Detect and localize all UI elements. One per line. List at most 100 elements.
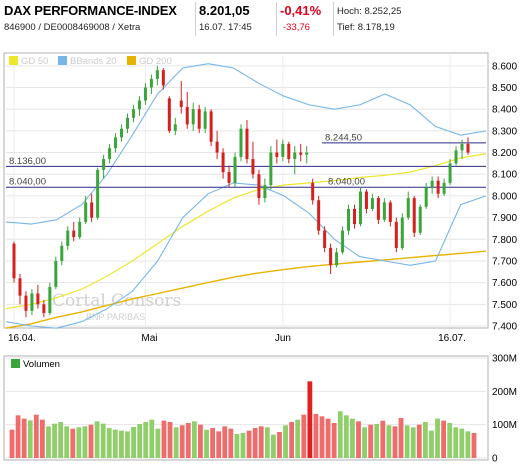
y-tick-label: 7.900 [492, 213, 517, 224]
volume-bar [100, 423, 106, 458]
candle-body [30, 293, 34, 311]
candle-body [323, 230, 327, 248]
candle-body [275, 152, 279, 157]
y-tick-label: 7.600 [492, 278, 517, 289]
price-plot-frame [3, 52, 489, 329]
volume-bar [465, 431, 471, 458]
candle-body [42, 304, 46, 313]
candle-body [281, 143, 285, 157]
volume-bar [155, 428, 161, 458]
volume-bar [88, 424, 94, 458]
candle-body [48, 286, 52, 313]
volume-y-axis: 0 100M 200M 300M [492, 354, 517, 464]
candle-body [335, 252, 339, 266]
volume-bar [52, 423, 57, 458]
volume-bar [343, 415, 349, 458]
volume-bar [362, 427, 367, 458]
legend-swatch-bbands [58, 56, 67, 65]
volume-bar [198, 424, 203, 458]
candle-body [311, 182, 315, 201]
change-absolute: -33,76 [283, 22, 310, 33]
candle-body [137, 100, 141, 110]
volume-bar [94, 421, 100, 458]
candle-body [161, 70, 165, 86]
volume-bar [222, 426, 228, 458]
candle-body [245, 128, 249, 160]
y-tick-label: 7.800 [492, 235, 517, 246]
volume-bar [240, 433, 246, 458]
candle-body [72, 230, 76, 238]
candle-body [227, 172, 231, 183]
candle-body [131, 109, 135, 118]
legend-bbands: BBands 20 [70, 56, 116, 67]
volume-bar [258, 426, 264, 458]
volume-bar [270, 434, 276, 458]
volume-bar [447, 423, 453, 458]
price-y-axis: 7.400 7.500 7.600 7.700 7.800 7.900 8.000 8.100… [492, 61, 517, 332]
legend-swatch-gd50 [9, 56, 18, 65]
volume-bar [319, 416, 325, 458]
volume-bar [441, 420, 447, 458]
date-x-axis: 16.04. Mai Jun 16.07. [8, 333, 466, 344]
candle-body [90, 202, 94, 218]
volume-bar [246, 430, 252, 458]
candle-body [353, 208, 356, 225]
candle-body [358, 191, 362, 225]
y-tick-label: 8.500 [492, 83, 517, 94]
candle-body [418, 206, 422, 233]
candle-body [400, 217, 404, 248]
candle-body [263, 185, 267, 199]
day-high: Hoch: 8.252,25 [337, 6, 402, 17]
volume-bar [350, 418, 355, 458]
volume-bar [137, 424, 143, 458]
candle-body [251, 159, 255, 175]
volume-bar [356, 421, 361, 458]
candle-body [167, 98, 171, 131]
volume-bar [392, 426, 398, 458]
candle-body [430, 180, 434, 188]
volume-y-tick: 0 [492, 454, 498, 464]
volume-bar [459, 428, 465, 458]
candle-body [126, 117, 129, 129]
volume-bar [210, 428, 216, 458]
y-tick-label: 8.100 [492, 170, 517, 181]
volume-bar [331, 423, 337, 458]
candle-body [221, 152, 225, 173]
candle-body [36, 293, 40, 305]
series-sma50 [5, 153, 487, 310]
volume-bar [58, 422, 64, 458]
volume-bar [277, 432, 282, 458]
volume-bar [125, 431, 130, 458]
volume-bar [264, 427, 270, 458]
volume-bar [283, 425, 288, 458]
level-label: 8.040,00 [9, 177, 46, 188]
volume-bar [70, 428, 76, 458]
candle-body [96, 169, 100, 218]
y-tick-label: 8.400 [492, 105, 517, 116]
candle-body [108, 148, 112, 160]
y-tick-label: 7.400 [492, 322, 517, 333]
volume-bar [295, 419, 301, 458]
y-tick-label: 8.600 [492, 61, 517, 72]
header-divider [333, 2, 334, 36]
volume-bar [76, 427, 82, 458]
volume-bar [161, 420, 167, 458]
candle-body [143, 87, 147, 101]
candle-body [173, 124, 177, 131]
series-sma200 [5, 250, 487, 329]
volume-bar [435, 418, 440, 458]
candle-body [287, 143, 291, 160]
support-resistance-lines: 8.244,50 8.136,00 8.040,00 8.040,00 [6, 132, 486, 188]
y-tick-label: 8.300 [492, 126, 517, 137]
volume-bar [228, 428, 234, 458]
candle-body [18, 278, 22, 296]
y-tick-label: 7.500 [492, 300, 517, 311]
volume-bar [106, 428, 112, 458]
candle-body [209, 111, 213, 142]
candle-body [12, 243, 16, 279]
volume-bar [21, 418, 27, 458]
volume-legend-swatch [11, 359, 20, 368]
volume-bar [39, 419, 45, 458]
candle-body [257, 174, 261, 199]
